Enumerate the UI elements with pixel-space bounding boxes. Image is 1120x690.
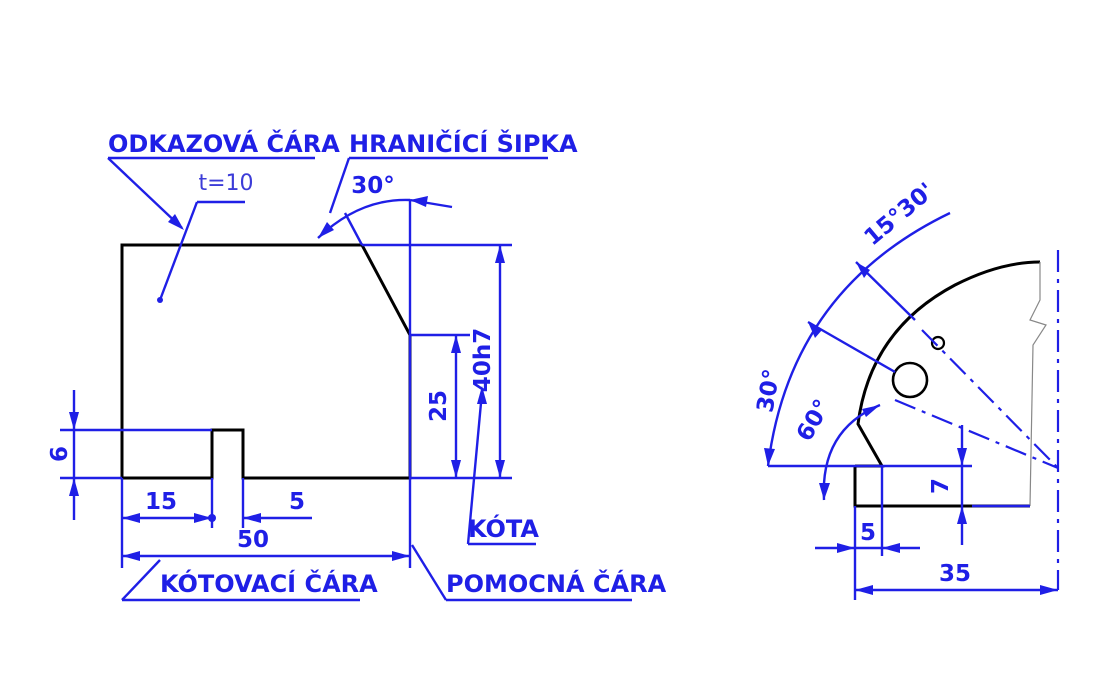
label-leader-line-arrow bbox=[168, 214, 184, 230]
arrow-7-top bbox=[957, 448, 967, 466]
arrow-15-left bbox=[122, 513, 140, 523]
right-part: 15°30' 30° 60° 7 5 35 bbox=[753, 178, 1060, 600]
center-line-2 bbox=[921, 329, 1059, 469]
arrow-6-top bbox=[69, 412, 79, 430]
label-terminator-arrow-pointer bbox=[328, 157, 351, 214]
label-leader-line-pointer bbox=[107, 157, 183, 229]
left-part-outline bbox=[120, 243, 412, 480]
break-line bbox=[1029, 262, 1047, 507]
dim-angle-small: 15°30' bbox=[860, 178, 940, 251]
thickness-leader bbox=[158, 201, 199, 301]
arrow-25-top bbox=[451, 335, 461, 353]
ray-15-30-b bbox=[807, 320, 896, 374]
arrow-50-right bbox=[392, 551, 410, 561]
left-part: 50 15 5 6 25 40h7 30° bbox=[47, 171, 512, 568]
arrow-25-bottom bbox=[451, 460, 461, 478]
arrow-angle-30-right bbox=[410, 196, 428, 207]
label-dimension-value-pointer bbox=[466, 391, 484, 545]
hole-large bbox=[891, 361, 929, 399]
label-dimension-line-diag bbox=[121, 559, 161, 601]
arrow-5r-left bbox=[837, 543, 855, 553]
arrow-40-bottom bbox=[495, 460, 505, 478]
arrow-7-bottom bbox=[957, 506, 967, 524]
label-leader-line: ODKAZOVÁ ČÁRA bbox=[108, 128, 340, 158]
slope-extension bbox=[343, 212, 364, 246]
hole-small bbox=[930, 335, 946, 351]
dot-5-right bbox=[208, 514, 216, 522]
arrow-angle-30-left bbox=[318, 222, 334, 238]
label-dimension-value-arrow bbox=[477, 386, 487, 404]
dim-angle-inner: 60° bbox=[792, 395, 836, 446]
arrow-30-top bbox=[808, 322, 822, 338]
right-part-outline bbox=[855, 260, 1041, 468]
dim-width-left: 15 bbox=[145, 489, 177, 515]
arrow-5r-right bbox=[882, 543, 900, 553]
arrow-15-right bbox=[194, 513, 212, 523]
arrow-5-left bbox=[243, 513, 261, 523]
dim-height-right: 25 bbox=[426, 390, 452, 422]
labels: ODKAZOVÁ ČÁRA HRANIČÍCÍ ŠIPKA KÓTOVACÍ Č… bbox=[107, 128, 667, 602]
arrow-35-right bbox=[1040, 585, 1058, 595]
arrow-30-bottom bbox=[764, 448, 775, 466]
arrow-60-top bbox=[862, 405, 880, 417]
label-extension-line-pointer bbox=[410, 544, 448, 601]
dim-width-slot: 5 bbox=[289, 489, 305, 515]
arrow-35-left bbox=[855, 585, 873, 595]
dim-width-total-right: 35 bbox=[939, 561, 971, 587]
arrow-50-left bbox=[122, 551, 140, 561]
dim-angle: 30° bbox=[351, 173, 395, 199]
label-dimension-value: KÓTA bbox=[468, 513, 539, 543]
angle-arc-60 bbox=[822, 403, 881, 501]
center-line-1 bbox=[894, 398, 1059, 470]
arrow-15-30 bbox=[856, 262, 870, 278]
dim-width-step: 5 bbox=[860, 520, 876, 546]
arrow-6-bottom bbox=[69, 478, 79, 496]
label-terminator-arrow: HRANIČÍCÍ ŠIPKA bbox=[349, 128, 578, 158]
label-extension-line: POMOCNÁ ČÁRA bbox=[446, 568, 667, 598]
thickness-value: t=10 bbox=[198, 171, 253, 196]
dim-height-total: 40h7 bbox=[470, 328, 496, 392]
dim-height-step: 7 bbox=[928, 478, 954, 494]
dim-height-slot: 6 bbox=[47, 446, 73, 462]
arrow-40-top bbox=[495, 245, 505, 263]
angle-arc-15-30 bbox=[766, 211, 951, 467]
label-dimension-line: KÓTOVACÍ ČÁRA bbox=[160, 568, 378, 598]
thickness-dot bbox=[157, 297, 163, 303]
dim-width-total: 50 bbox=[237, 527, 269, 553]
arrow-60-bottom bbox=[819, 483, 830, 500]
